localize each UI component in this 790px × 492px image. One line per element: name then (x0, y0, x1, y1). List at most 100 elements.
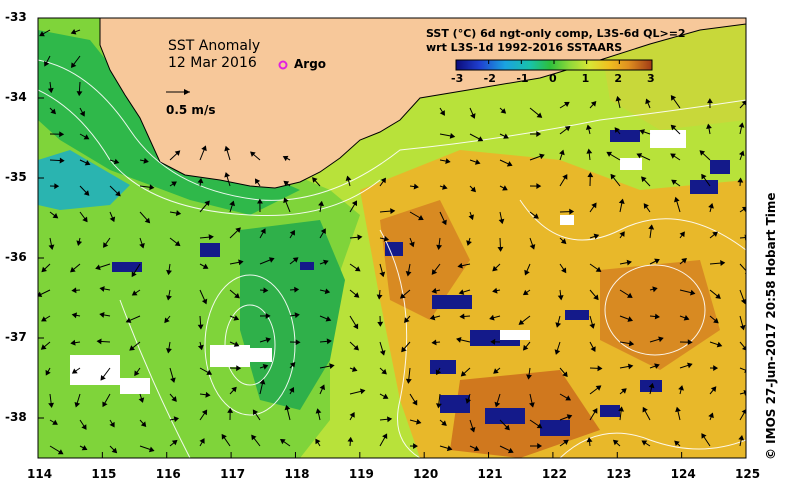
colorbar-tick-label: -3 (451, 72, 464, 85)
current-vector-head (390, 208, 396, 215)
current-vector-head (83, 190, 90, 196)
y-tick-label: -35 (5, 170, 27, 184)
current-vector-head (431, 269, 438, 275)
current-vector-head (39, 31, 45, 37)
current-vector-head (318, 200, 324, 207)
current-vector-head (628, 340, 635, 347)
current-vector-head (585, 124, 592, 131)
current-vector-head (412, 399, 418, 406)
x-tick-label: 124 (670, 467, 696, 481)
current-vector-head (529, 244, 536, 250)
current-vector (739, 263, 746, 272)
current-vector-head (125, 317, 132, 323)
colorbar-ticks (455, 60, 653, 64)
current-vector-head (224, 172, 231, 178)
current-vector-head (377, 321, 384, 327)
current-vector-head (536, 423, 543, 429)
current-vector-head (737, 177, 744, 183)
current-vector-head (324, 288, 331, 295)
current-vector-head (618, 406, 625, 412)
current-vector-head (166, 348, 172, 354)
current-vector-head (477, 136, 484, 142)
current-vector-head (679, 231, 685, 238)
current-vector-head (265, 313, 271, 319)
current-vector-head (591, 202, 597, 209)
current-vector (739, 236, 746, 239)
current-vector-head (353, 323, 359, 330)
current-vector-head (201, 298, 208, 305)
cloud-mask-patches (70, 130, 686, 394)
current-vector-head (564, 101, 570, 108)
current-vector-head (283, 197, 289, 204)
current-vector-head (610, 173, 616, 180)
current-vector-head (139, 242, 145, 249)
current-vector-head (536, 183, 542, 189)
current-vector-head (413, 183, 419, 190)
current-vector-head (199, 438, 205, 444)
current-vector-head (288, 387, 295, 393)
current-vector-head (166, 269, 172, 276)
current-vector-head (642, 406, 648, 413)
current-vector-head (171, 439, 178, 446)
argo-label: Argo (294, 57, 327, 71)
current-vector-head (619, 231, 625, 237)
current-vector-head (627, 292, 633, 298)
current-vector-head (260, 228, 266, 234)
current-vector-head (587, 172, 594, 178)
current-vector-head (41, 266, 47, 273)
x-tick-label: 121 (477, 467, 503, 481)
current-vector-head (518, 319, 525, 325)
colorbar-tick-label: 3 (647, 72, 655, 85)
current-vector-head (537, 443, 543, 449)
credit-text: © IMOS 27-Jun-2017 20:58 Hobart Time (764, 192, 778, 460)
current-vector-head (40, 344, 47, 350)
x-tick-label: 117 (220, 467, 246, 481)
current-vector-head (292, 257, 299, 263)
current-vector-head (233, 341, 240, 347)
current-vector-head (405, 271, 412, 277)
current-vector-head (99, 286, 105, 292)
current-vector-head (252, 409, 259, 416)
current-vector-head (706, 123, 712, 129)
current-vector-head (354, 266, 361, 272)
current-vector-head (48, 244, 55, 250)
current-vector-head (474, 159, 481, 165)
current-vector-head (221, 433, 227, 440)
current-vector-head (739, 324, 746, 331)
current-vector-head (687, 362, 693, 369)
current-vector-head (468, 214, 474, 221)
current-vector-head (522, 344, 529, 351)
current-vector-head (52, 212, 59, 219)
current-vector-head (173, 416, 180, 423)
current-vector-head (589, 323, 596, 329)
current-vector-head (174, 150, 181, 156)
current-vector-head (592, 408, 598, 414)
current-vector-head (738, 150, 745, 157)
current-vector-head (208, 234, 214, 241)
colorbar-tick-label: 2 (614, 72, 622, 85)
y-tick-label: -38 (5, 410, 27, 424)
current-vector-head (494, 401, 501, 408)
current-vector-head (95, 264, 101, 271)
current-vector-head (79, 110, 85, 117)
map-title: SST Anomaly (168, 38, 261, 54)
y-tick-label: -36 (5, 250, 27, 264)
current-vector-head (134, 370, 140, 377)
current-vector-head (446, 445, 453, 452)
y-tick-label: -34 (5, 90, 27, 104)
current-vector-head (536, 112, 543, 118)
map-date: 12 Mar 2016 (168, 55, 257, 71)
current-vectors (38, 28, 746, 455)
current-vector-head (670, 95, 677, 101)
current-vector-head (707, 98, 713, 104)
colorbar-tick-label: -1 (516, 72, 529, 85)
current-vector-head (224, 145, 230, 152)
current-vector-head (294, 286, 300, 293)
current-vector-head (353, 292, 360, 298)
current-vector-head (621, 388, 627, 394)
current-vector-head (645, 98, 651, 105)
current-vector-head (627, 316, 634, 322)
current-vector-head (82, 216, 88, 223)
x-tick-label: 125 (735, 467, 761, 481)
current-vector-head (606, 151, 613, 157)
